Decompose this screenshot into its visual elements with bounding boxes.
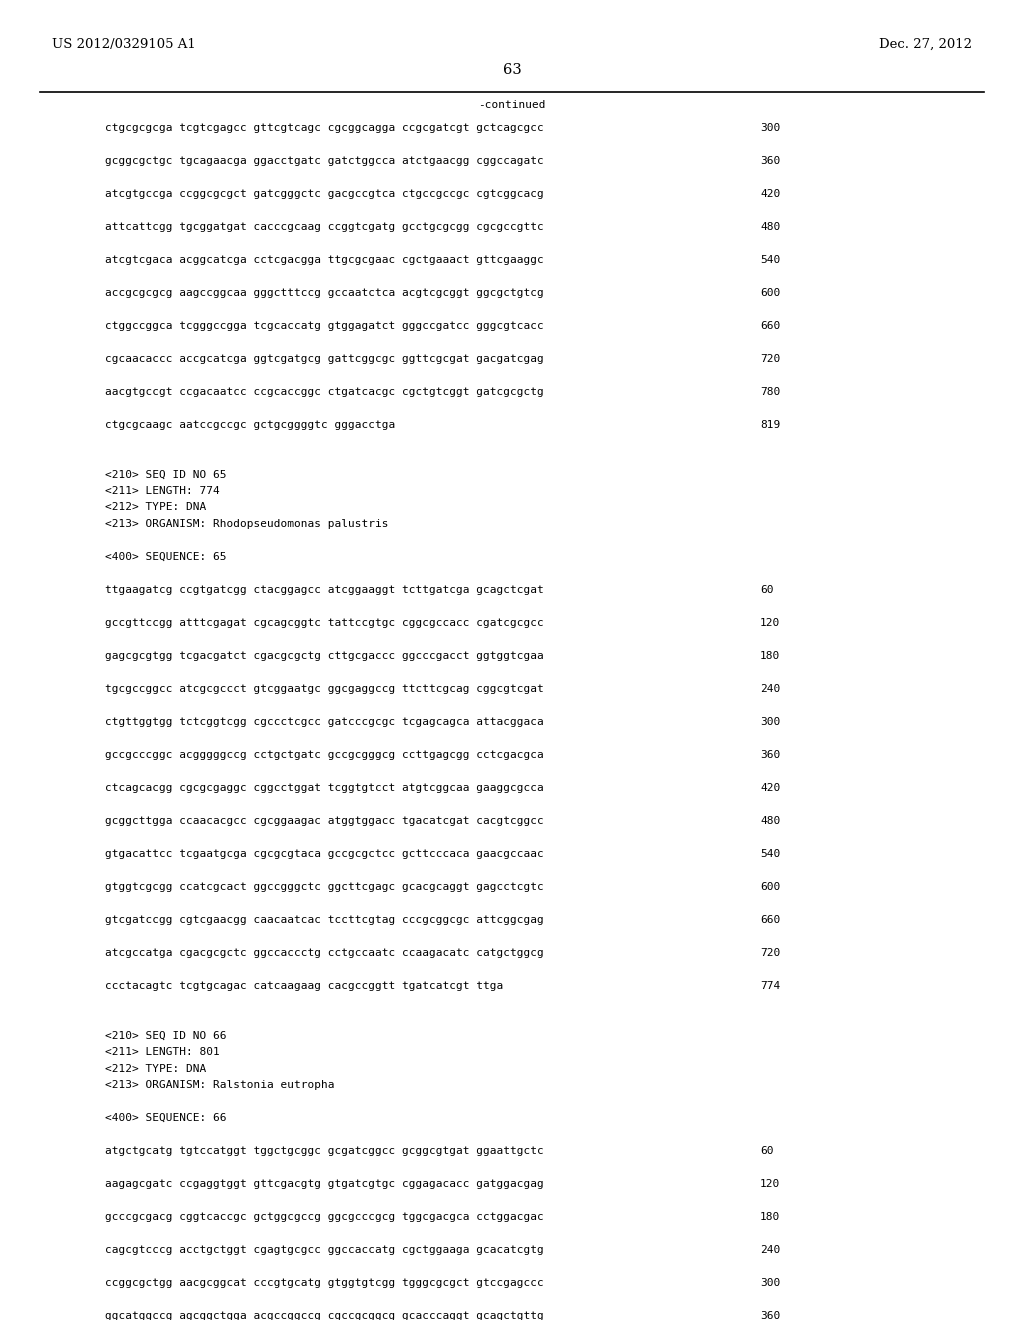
Text: 480: 480	[760, 222, 780, 232]
Text: 540: 540	[760, 849, 780, 859]
Text: 120: 120	[760, 618, 780, 628]
Text: ccggcgctgg aacgcggcat cccgtgcatg gtggtgtcgg tgggcgcgct gtccgagccc: ccggcgctgg aacgcggcat cccgtgcatg gtggtgt…	[105, 1278, 544, 1288]
Text: ttgaagatcg ccgtgatcgg ctacggagcc atcggaaggt tcttgatcga gcagctcgat: ttgaagatcg ccgtgatcgg ctacggagcc atcggaa…	[105, 585, 544, 595]
Text: 480: 480	[760, 816, 780, 826]
Text: gccgttccgg atttcgagat cgcagcggtc tattccgtgc cggcgccacc cgatcgcgcc: gccgttccgg atttcgagat cgcagcggtc tattccg…	[105, 618, 544, 628]
Text: ctgttggtgg tctcggtcgg cgccctcgcc gatcccgcgc tcgagcagca attacggaca: ctgttggtgg tctcggtcgg cgccctcgcc gatcccg…	[105, 717, 544, 727]
Text: 720: 720	[760, 948, 780, 958]
Text: atcgccatga cgacgcgctc ggccaccctg cctgccaatc ccaagacatc catgctggcg: atcgccatga cgacgcgctc ggccaccctg cctgcca…	[105, 948, 544, 958]
Text: 120: 120	[760, 1179, 780, 1189]
Text: US 2012/0329105 A1: US 2012/0329105 A1	[52, 38, 196, 51]
Text: 60: 60	[760, 585, 773, 595]
Text: 300: 300	[760, 717, 780, 727]
Text: <213> ORGANISM: Rhodopseudomonas palustris: <213> ORGANISM: Rhodopseudomonas palustr…	[105, 519, 388, 529]
Text: atcgtcgaca acggcatcga cctcgacgga ttgcgcgaac cgctgaaact gttcgaaggc: atcgtcgaca acggcatcga cctcgacgga ttgcgcg…	[105, 255, 544, 265]
Text: gccgcccggc acgggggccg cctgctgatc gccgcgggcg ccttgagcgg cctcgacgca: gccgcccggc acgggggccg cctgctgatc gccgcgg…	[105, 750, 544, 760]
Text: <213> ORGANISM: Ralstonia eutropha: <213> ORGANISM: Ralstonia eutropha	[105, 1080, 335, 1090]
Text: 180: 180	[760, 651, 780, 661]
Text: 420: 420	[760, 189, 780, 199]
Text: ctggccggca tcgggccgga tcgcaccatg gtggagatct gggccgatcc gggcgtcacc: ctggccggca tcgggccgga tcgcaccatg gtggaga…	[105, 321, 544, 331]
Text: 720: 720	[760, 354, 780, 364]
Text: <210> SEQ ID NO 66: <210> SEQ ID NO 66	[105, 1031, 226, 1040]
Text: <211> LENGTH: 774: <211> LENGTH: 774	[105, 486, 220, 496]
Text: 780: 780	[760, 387, 780, 397]
Text: gcggcttgga ccaacacgcc cgcggaagac atggtggacc tgacatcgat cacgtcggcc: gcggcttgga ccaacacgcc cgcggaagac atggtgg…	[105, 816, 544, 826]
Text: 660: 660	[760, 915, 780, 925]
Text: ctcagcacgg cgcgcgaggc cggcctggat tcggtgtcct atgtcggcaa gaaggcgcca: ctcagcacgg cgcgcgaggc cggcctggat tcggtgt…	[105, 783, 544, 793]
Text: 540: 540	[760, 255, 780, 265]
Text: attcattcgg tgcggatgat cacccgcaag ccggtcgatg gcctgcgcgg cgcgccgttc: attcattcgg tgcggatgat cacccgcaag ccggtcg…	[105, 222, 544, 232]
Text: <211> LENGTH: 801: <211> LENGTH: 801	[105, 1047, 220, 1057]
Text: 240: 240	[760, 684, 780, 694]
Text: gtgacattcc tcgaatgcga cgcgcgtaca gccgcgctcc gcttcccaca gaacgccaac: gtgacattcc tcgaatgcga cgcgcgtaca gccgcgc…	[105, 849, 544, 859]
Text: gtcgatccgg cgtcgaacgg caacaatcac tccttcgtag cccgcggcgc attcggcgag: gtcgatccgg cgtcgaacgg caacaatcac tccttcg…	[105, 915, 544, 925]
Text: <210> SEQ ID NO 65: <210> SEQ ID NO 65	[105, 470, 226, 479]
Text: 819: 819	[760, 420, 780, 430]
Text: 300: 300	[760, 123, 780, 133]
Text: 60: 60	[760, 1146, 773, 1156]
Text: 300: 300	[760, 1278, 780, 1288]
Text: 420: 420	[760, 783, 780, 793]
Text: cgcaacaccc accgcatcga ggtcgatgcg gattcggcgc ggttcgcgat gacgatcgag: cgcaacaccc accgcatcga ggtcgatgcg gattcgg…	[105, 354, 544, 364]
Text: <400> SEQUENCE: 66: <400> SEQUENCE: 66	[105, 1113, 226, 1123]
Text: 360: 360	[760, 750, 780, 760]
Text: gagcgcgtgg tcgacgatct cgacgcgctg cttgcgaccc ggcccgacct ggtggtcgaa: gagcgcgtgg tcgacgatct cgacgcgctg cttgcga…	[105, 651, 544, 661]
Text: tgcgccggcc atcgcgccct gtcggaatgc ggcgaggccg ttcttcgcag cggcgtcgat: tgcgccggcc atcgcgccct gtcggaatgc ggcgagg…	[105, 684, 544, 694]
Text: <212> TYPE: DNA: <212> TYPE: DNA	[105, 1064, 206, 1073]
Text: Dec. 27, 2012: Dec. 27, 2012	[879, 38, 972, 51]
Text: atcgtgccga ccggcgcgct gatcgggctc gacgccgtca ctgccgccgc cgtcggcacg: atcgtgccga ccggcgcgct gatcgggctc gacgccg…	[105, 189, 544, 199]
Text: cagcgtcccg acctgctggt cgagtgcgcc ggccaccatg cgctggaaga gcacatcgtg: cagcgtcccg acctgctggt cgagtgcgcc ggccacc…	[105, 1245, 544, 1255]
Text: gtggtcgcgg ccatcgcact ggccgggctc ggcttcgagc gcacgcaggt gagcctcgtc: gtggtcgcgg ccatcgcact ggccgggctc ggcttcg…	[105, 882, 544, 892]
Text: 774: 774	[760, 981, 780, 991]
Text: 240: 240	[760, 1245, 780, 1255]
Text: 360: 360	[760, 156, 780, 166]
Text: 660: 660	[760, 321, 780, 331]
Text: aacgtgccgt ccgacaatcc ccgcaccggc ctgatcacgc cgctgtcggt gatcgcgctg: aacgtgccgt ccgacaatcc ccgcaccggc ctgatca…	[105, 387, 544, 397]
Text: 600: 600	[760, 288, 780, 298]
Text: accgcgcgcg aagccggcaa gggctttccg gccaatctca acgtcgcggt ggcgctgtcg: accgcgcgcg aagccggcaa gggctttccg gccaatc…	[105, 288, 544, 298]
Text: ggcatggccg agcggctgga acgccggccg cgccgcggcg gcacccaggt gcagctgttg: ggcatggccg agcggctgga acgccggccg cgccgcg…	[105, 1311, 544, 1320]
Text: <212> TYPE: DNA: <212> TYPE: DNA	[105, 503, 206, 512]
Text: 63: 63	[503, 63, 521, 77]
Text: 360: 360	[760, 1311, 780, 1320]
Text: atgctgcatg tgtccatggt tggctgcggc gcgatcggcc gcggcgtgat ggaattgctc: atgctgcatg tgtccatggt tggctgcggc gcgatcg…	[105, 1146, 544, 1156]
Text: -continued: -continued	[478, 100, 546, 110]
Text: aagagcgatc ccgaggtggt gttcgacgtg gtgatcgtgc cggagacacc gatggacgag: aagagcgatc ccgaggtggt gttcgacgtg gtgatcg…	[105, 1179, 544, 1189]
Text: gcggcgctgc tgcagaacga ggacctgatc gatctggcca atctgaacgg cggccagatc: gcggcgctgc tgcagaacga ggacctgatc gatctgg…	[105, 156, 544, 166]
Text: ctgcgcaagc aatccgccgc gctgcggggtc gggacctga: ctgcgcaagc aatccgccgc gctgcggggtc gggacc…	[105, 420, 395, 430]
Text: ccctacagtc tcgtgcagac catcaagaag cacgccggtt tgatcatcgt ttga: ccctacagtc tcgtgcagac catcaagaag cacgccg…	[105, 981, 503, 991]
Text: <400> SEQUENCE: 65: <400> SEQUENCE: 65	[105, 552, 226, 562]
Text: ctgcgcgcga tcgtcgagcc gttcgtcagc cgcggcagga ccgcgatcgt gctcagcgcc: ctgcgcgcga tcgtcgagcc gttcgtcagc cgcggca…	[105, 123, 544, 133]
Text: gcccgcgacg cggtcaccgc gctggcgccg ggcgcccgcg tggcgacgca cctggacgac: gcccgcgacg cggtcaccgc gctggcgccg ggcgccc…	[105, 1212, 544, 1222]
Text: 180: 180	[760, 1212, 780, 1222]
Text: 600: 600	[760, 882, 780, 892]
